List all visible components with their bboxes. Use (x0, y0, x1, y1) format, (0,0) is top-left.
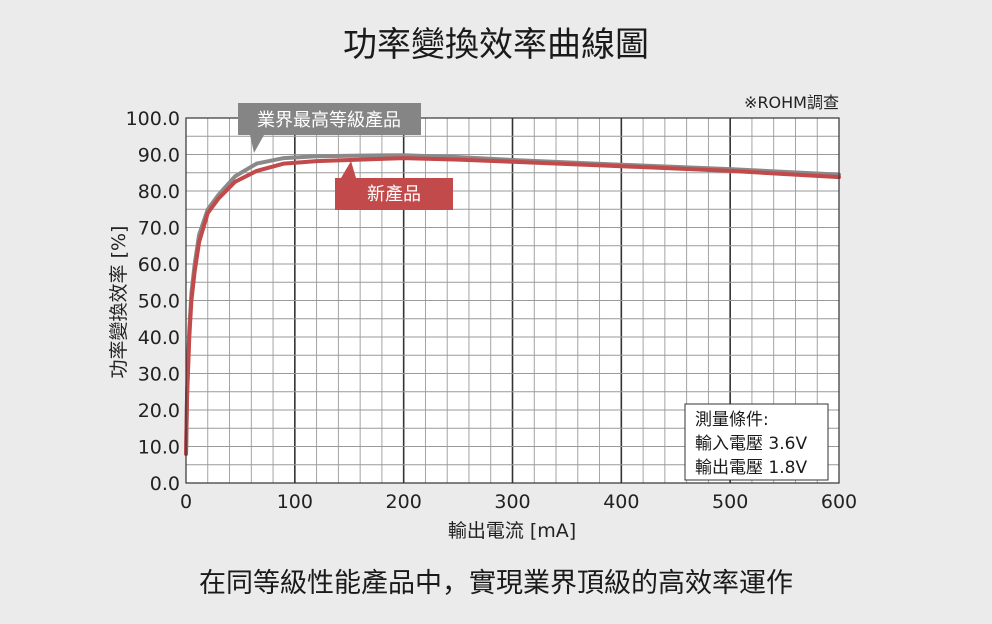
series-line-new-product (184, 156, 841, 456)
y-tick-label: 20.0 (138, 400, 180, 422)
chart-title: 功率變換效率曲線圖 (343, 25, 649, 65)
new-product-callout-pointer (341, 161, 356, 178)
conditions-output: 輸出電壓 1.8V (695, 458, 807, 478)
y-axis-label: 功率變換效率 [%] (108, 226, 130, 379)
y-tick-label: 60.0 (138, 254, 180, 276)
industry-callout-pointer (250, 135, 264, 153)
x-tick-label: 0 (180, 491, 192, 513)
x-tick-label: 200 (386, 491, 422, 513)
plot-frame (185, 117, 840, 484)
series-layer (184, 153, 841, 456)
conditions-heading: 測量條件: (695, 410, 769, 430)
y-tick-label: 90.0 (138, 145, 180, 167)
x-tick-label: 100 (277, 491, 313, 513)
x-tick-label: 300 (494, 491, 530, 513)
industry-callout-box (238, 103, 421, 135)
new-product-callout-box (335, 178, 453, 210)
conditions-frame (684, 403, 829, 481)
x-tick-label: 600 (821, 491, 857, 513)
x-axis-label: 輸出電流 [mA] (448, 520, 576, 542)
new-product-callout-text: 新產品 (367, 184, 421, 205)
industry-callout: 業界最高等級產品 (238, 103, 421, 153)
x-tick-label: 500 (712, 491, 748, 513)
source-note: ※ROHM調查 (744, 93, 839, 112)
y-tick-label: 70.0 (138, 218, 180, 240)
y-tick-label: 50.0 (138, 291, 180, 313)
y-tick-label: 40.0 (138, 327, 180, 349)
y-tick-label: 80.0 (138, 181, 180, 203)
y-tick-label: 100.0 (126, 108, 180, 130)
y-tick-label: 10.0 (138, 437, 180, 459)
footer-caption: 在同等級性能產品中，實現業界頂級的高效率運作 (199, 568, 793, 599)
new-product-callout: 新產品 (335, 161, 453, 210)
conditions-box: 測量條件: 輸入電壓 3.6V 輸出電壓 1.8V (684, 403, 829, 481)
x-tick-label: 400 (603, 491, 639, 513)
tick-labels: 0 100 200 300 400 500 600 0.0 10.0 20.0 30.0 40.0 50… (126, 108, 858, 513)
industry-callout-text: 業界最高等級產品 (257, 110, 401, 131)
y-tick-label: 0.0 (150, 473, 180, 495)
y-tick-label: 30.0 (138, 364, 180, 386)
conditions-input: 輸入電壓 3.6V (695, 434, 807, 454)
